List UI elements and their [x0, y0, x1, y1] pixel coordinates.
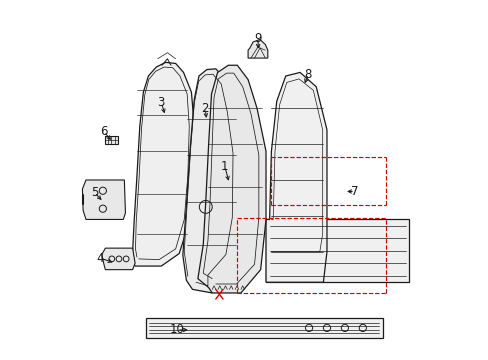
Polygon shape: [132, 62, 194, 266]
Text: 6: 6: [100, 125, 107, 138]
Text: 9: 9: [254, 32, 262, 45]
Polygon shape: [198, 65, 265, 293]
Polygon shape: [183, 69, 240, 293]
Polygon shape: [82, 180, 125, 220]
Text: 10: 10: [169, 323, 184, 336]
Text: 4: 4: [97, 252, 104, 265]
Polygon shape: [102, 248, 135, 270]
Text: 7: 7: [350, 185, 358, 198]
Text: 2: 2: [201, 102, 208, 115]
Text: 8: 8: [304, 68, 311, 81]
Polygon shape: [247, 40, 267, 58]
Text: 5: 5: [91, 186, 98, 199]
Text: 3: 3: [157, 96, 164, 109]
Polygon shape: [145, 318, 382, 338]
Text: 1: 1: [221, 160, 228, 173]
Polygon shape: [104, 136, 118, 144]
Polygon shape: [265, 220, 408, 282]
Polygon shape: [265, 72, 326, 282]
